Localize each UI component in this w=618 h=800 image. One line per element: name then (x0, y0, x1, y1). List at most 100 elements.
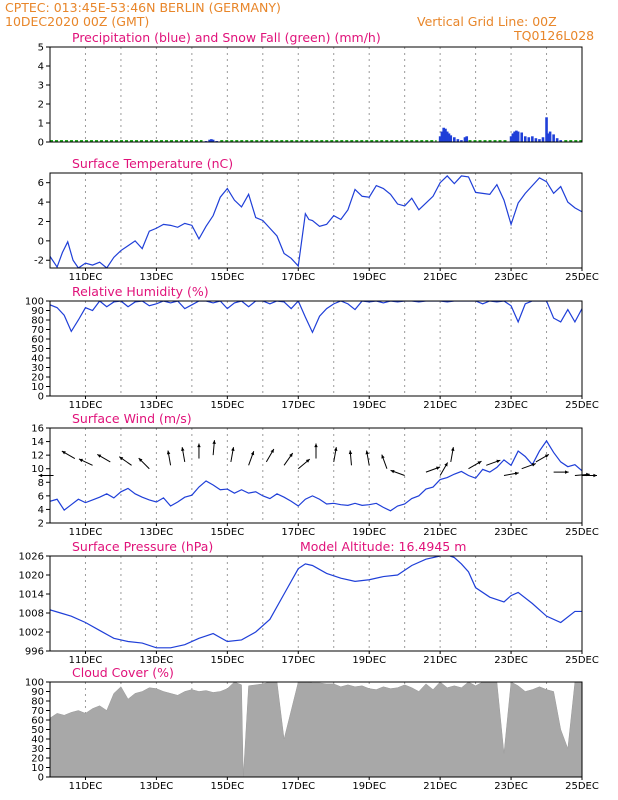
y-tick-label: 5 (38, 43, 44, 54)
precip-bar (445, 131, 449, 142)
x-tick-label: 17DEC (281, 527, 315, 538)
x-tick-label: 11DEC (69, 400, 103, 411)
x-tick-label: 15DEC (210, 781, 244, 792)
y-tick-label: 4 (38, 198, 44, 209)
y-tick-label: 90 (31, 306, 44, 317)
precip-bar (545, 117, 548, 142)
x-tick-label: 19DEC (352, 272, 386, 283)
y-tick-label: 3 (38, 81, 44, 92)
y-tick-label: 6 (38, 491, 44, 502)
wind-arrow-head (181, 447, 185, 452)
y-tick-label: 1026 (19, 552, 44, 563)
x-tick-label: 19DEC (352, 400, 386, 411)
x-tick-label: 13DEC (140, 400, 174, 411)
y-tick-label: 60 (31, 716, 44, 727)
y-tick-label: 30 (31, 363, 44, 374)
precip-bar (534, 138, 538, 142)
plot-frame (49, 46, 583, 143)
cloud-title: Cloud Cover (%) (72, 665, 174, 680)
rh-title: Relative Humidity (%) (72, 284, 209, 299)
x-tick-label: 15DEC (210, 655, 244, 666)
x-tick-label: 11DEC (69, 655, 103, 666)
wind-arrow-head (250, 451, 255, 456)
wind-arrow-head (565, 470, 569, 474)
precip-bar (513, 131, 516, 142)
precip-bar (509, 136, 513, 142)
y-tick-label: 4 (38, 505, 44, 516)
wind-arrow-head (61, 451, 66, 455)
precip-bar (211, 139, 215, 142)
y-tick-label: 1 (38, 119, 44, 130)
header-date: 10DEC2020 00Z (GMT) (5, 14, 150, 29)
precip-bar (520, 132, 524, 142)
precip-bar (552, 134, 555, 142)
x-tick-label: 25DEC (565, 655, 599, 666)
x-tick-label: 21DEC (423, 655, 457, 666)
x-tick-label: 23DEC (494, 400, 528, 411)
precip-bar (444, 128, 447, 142)
precip-bar (449, 135, 453, 142)
header-grid-note: Vertical Grid Line: 00Z (417, 14, 557, 29)
wind-arrow-head (444, 462, 448, 467)
precip-bar (538, 139, 541, 142)
x-tick-label: 17DEC (281, 655, 315, 666)
y-tick-label: 996 (25, 647, 44, 658)
precip-bar (541, 137, 545, 142)
wind-arrow-head (593, 473, 597, 478)
y-tick-label: 16 (31, 424, 44, 435)
y-tick-label: 10 (31, 763, 44, 774)
y-tick-label: 80 (31, 316, 44, 327)
x-tick-label: 25DEC (565, 527, 599, 538)
y-tick-label: 40 (31, 354, 44, 365)
plot-frame (49, 555, 583, 652)
wind-panel: 2 4 6 8 10 12 14 16 11DEC 13DEC 15DEC 17DEC 19DEC 21D… (31, 411, 599, 538)
y-tick-label: 1008 (19, 609, 44, 620)
y-tick-label: 10 (31, 382, 44, 393)
x-tick-label: 17DEC (281, 781, 315, 792)
x-tick-label: 23DEC (494, 781, 528, 792)
x-tick-label: 17DEC (281, 400, 315, 411)
precip-bar (453, 137, 456, 142)
y-tick-label: 8 (38, 478, 44, 489)
wind-arrow-head (314, 443, 318, 448)
y-tick-label: 0 (38, 773, 44, 784)
wind-arrow-head (270, 448, 274, 453)
wind-arrow-head (166, 450, 171, 455)
x-tick-label: 23DEC (494, 272, 528, 283)
precip-bar (559, 140, 563, 142)
precip-bar (531, 136, 534, 142)
wind-arrow-head (119, 456, 124, 461)
wind-arrow-head (289, 453, 293, 457)
y-tick-label: 2 (38, 100, 44, 111)
pressure-panel: 996 1002 1008 1014 1020 1026 11DEC 13DEC 15DEC 17… (19, 539, 599, 666)
precip-bar (547, 133, 550, 142)
y-tick-label: 1002 (19, 628, 44, 639)
wind-arrow-head (348, 450, 353, 455)
y-tick-label: 10 (31, 464, 44, 475)
plot-frame (49, 172, 583, 269)
precip-bar (438, 136, 442, 142)
y-tick-label: 2 (38, 519, 44, 530)
wind-arrow-head (514, 471, 519, 476)
y-tick-label: 0 (38, 392, 44, 403)
x-tick-label: 17DEC (281, 272, 315, 283)
precip-title: Precipitation (blue) and Snow Fall (gree… (72, 30, 381, 45)
x-tick-label: 11DEC (69, 781, 103, 792)
precip-bar (442, 127, 445, 142)
precip-panel: 0 1 2 3 4 5 Precipitation (blue) and Snow Fall… (38, 30, 583, 149)
y-tick-label: 4 (38, 62, 44, 73)
x-tick-label: 21DEC (423, 781, 457, 792)
y-tick-label: 50 (31, 344, 44, 355)
precip-bar (460, 140, 463, 142)
y-tick-label: -2 (34, 256, 44, 267)
precip-bar (208, 139, 211, 142)
precip-bar (511, 133, 515, 142)
precip-bar (210, 139, 213, 142)
precip-bar (523, 136, 527, 142)
x-tick-label: 21DEC (423, 272, 457, 283)
pressure-line (50, 556, 582, 649)
wind-arrow-head (365, 450, 369, 455)
wind-arrow-head (496, 459, 501, 464)
